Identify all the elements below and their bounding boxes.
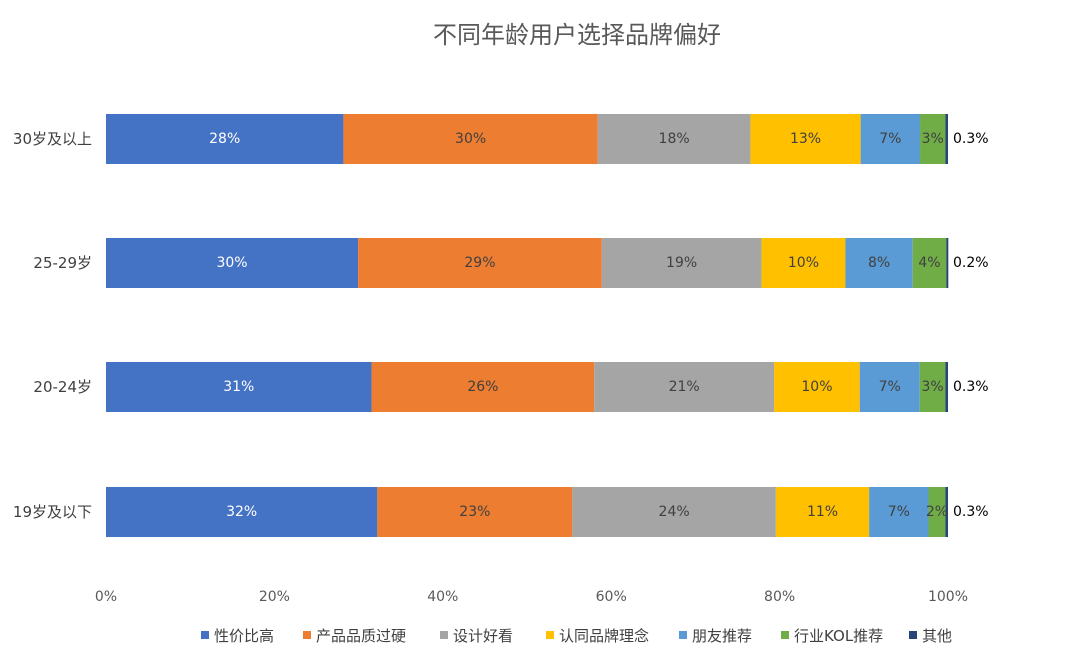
- value-axis: 0% 20% 40% 60% 80% 100%: [95, 589, 968, 605]
- x-tick-label: 80%: [764, 589, 795, 605]
- bar-segment: [860, 114, 921, 164]
- x-tick-label: 20%: [259, 589, 290, 605]
- data-label: 29%: [464, 255, 495, 271]
- bar-segment: [572, 487, 776, 537]
- bar-segment: [594, 362, 775, 412]
- legend-swatch: [201, 631, 209, 639]
- data-label: 21%: [669, 379, 700, 395]
- legend-swatch: [909, 631, 917, 639]
- category-label: 20-24岁: [33, 378, 92, 396]
- bar-segment: [869, 487, 929, 537]
- bar-segment: [377, 487, 573, 537]
- data-label: 7%: [888, 504, 910, 520]
- bar-segment: [945, 487, 948, 537]
- bar-segment: [106, 114, 344, 164]
- legend-swatch: [440, 631, 448, 639]
- legend-label: 认同品牌理念: [559, 627, 649, 645]
- legend-swatch: [303, 631, 311, 639]
- x-tick-label: 40%: [427, 589, 458, 605]
- bar-segment: [912, 238, 947, 288]
- data-label: 3%: [922, 131, 944, 147]
- bar-segment: [106, 238, 359, 288]
- legend-swatch: [546, 631, 554, 639]
- bar-segment: [919, 362, 946, 412]
- bars-layer: [106, 114, 949, 537]
- category-axis: 30岁及以上 25-29岁 20-24岁 19岁及以下: [13, 130, 92, 521]
- data-label: 0.2%: [953, 255, 989, 271]
- data-label: 7%: [879, 379, 901, 395]
- bar-segment: [928, 487, 946, 537]
- category-label: 19岁及以下: [13, 503, 92, 521]
- bar-segment: [371, 362, 595, 412]
- data-label: 26%: [467, 379, 498, 395]
- data-label: 3%: [921, 379, 943, 395]
- data-label: 10%: [788, 255, 819, 271]
- chart-title: 不同年龄用户选择品牌偏好: [433, 21, 721, 49]
- legend-label: 性价比高: [214, 627, 274, 645]
- bar-segment: [597, 114, 751, 164]
- data-label: 23%: [459, 504, 490, 520]
- bar-segment: [750, 114, 861, 164]
- data-label: 0.3%: [953, 131, 989, 147]
- x-tick-label: 100%: [928, 589, 968, 605]
- legend-label: 设计好看: [453, 627, 513, 645]
- legend-label: 行业KOL推荐: [794, 627, 883, 645]
- data-label: 30%: [455, 131, 486, 147]
- bar-segment: [358, 238, 602, 288]
- data-label: 7%: [879, 131, 901, 147]
- data-label: 19%: [666, 255, 697, 271]
- data-labels-layer: 28% 30% 18% 13% 7% 3% 0.3% 30% 29% 19% 10% 8% 4% 0.2%…: [209, 131, 988, 520]
- bar-segment: [845, 238, 913, 288]
- data-label: 11%: [807, 504, 838, 520]
- bar-segment: [920, 114, 946, 164]
- bar-segment: [945, 362, 948, 412]
- data-label: 28%: [209, 131, 240, 147]
- bar-segment: [945, 114, 948, 164]
- x-tick-label: 0%: [95, 589, 117, 605]
- bar-segment: [946, 238, 949, 288]
- data-label: 31%: [223, 379, 254, 395]
- bar-segment: [106, 362, 372, 412]
- data-label: 18%: [659, 131, 690, 147]
- data-label: 13%: [790, 131, 821, 147]
- legend-label: 产品品质过硬: [316, 627, 406, 645]
- data-label: 4%: [918, 255, 940, 271]
- legend-label: 其他: [922, 627, 952, 645]
- bar-segment: [774, 362, 860, 412]
- data-label: 2%: [926, 504, 948, 520]
- data-label: 32%: [226, 504, 257, 520]
- data-label: 8%: [868, 255, 890, 271]
- legend-swatch: [679, 631, 687, 639]
- category-label: 30岁及以上: [13, 130, 92, 148]
- bar-segment: [859, 362, 920, 412]
- bar-segment: [601, 238, 762, 288]
- bar-segment: [106, 487, 378, 537]
- bar-segment: [761, 238, 846, 288]
- legend: 性价比高 产品品质过硬 设计好看 认同品牌理念 朋友推荐 行业KOL推荐 其他: [201, 627, 952, 645]
- bar-segment: [775, 487, 870, 537]
- data-label: 0.3%: [953, 504, 989, 520]
- data-label: 0.3%: [953, 379, 989, 395]
- legend-label: 朋友推荐: [692, 627, 752, 645]
- data-label: 10%: [801, 379, 832, 395]
- data-label: 30%: [216, 255, 247, 271]
- legend-swatch: [781, 631, 789, 639]
- x-tick-label: 60%: [596, 589, 627, 605]
- data-label: 24%: [659, 504, 690, 520]
- bar-segment: [343, 114, 598, 164]
- category-label: 25-29岁: [33, 254, 92, 272]
